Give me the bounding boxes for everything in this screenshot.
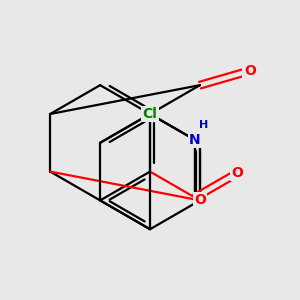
Text: O: O [231,166,243,180]
Text: Cl: Cl [142,107,158,121]
Text: O: O [194,194,206,207]
Text: N: N [189,133,201,147]
Text: O: O [244,64,256,78]
Text: H: H [199,120,208,130]
